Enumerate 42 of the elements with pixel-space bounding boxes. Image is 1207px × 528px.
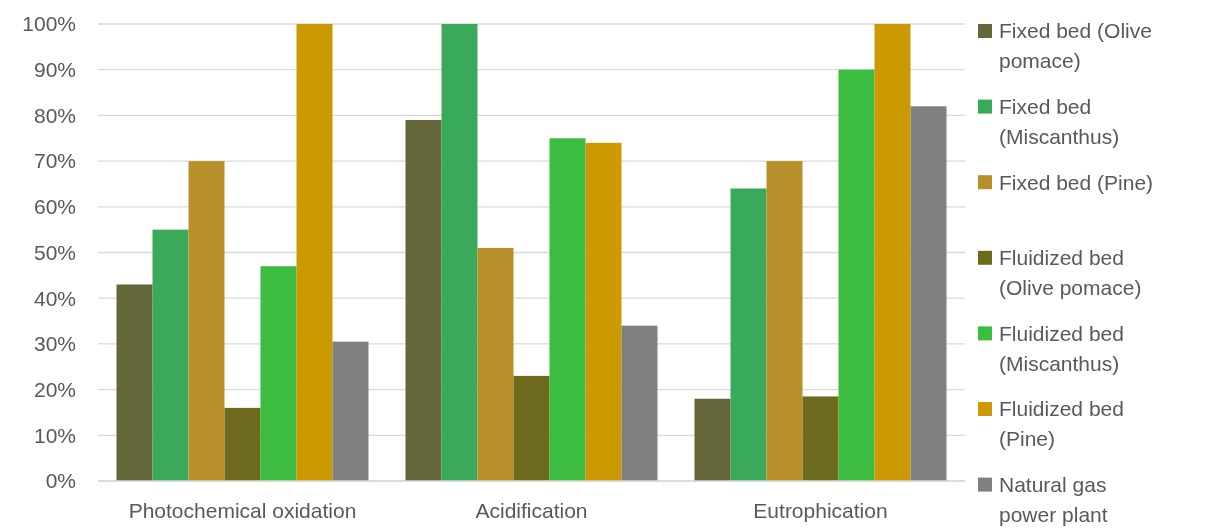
legend-label: Fixed bed (Pine) <box>999 170 1154 194</box>
bar <box>802 396 839 481</box>
y-tick-label: 30% <box>33 332 76 356</box>
bar <box>296 24 333 481</box>
y-tick-label: 60% <box>33 195 76 219</box>
bar <box>188 161 225 481</box>
legend-label: Natural gas power plant <box>999 472 1108 526</box>
bar <box>838 69 875 481</box>
y-tick-label: 50% <box>33 240 76 264</box>
y-tick-label: 80% <box>33 103 76 127</box>
y-tick-label: 90% <box>33 58 76 82</box>
y-tick-label: 100% <box>22 12 76 36</box>
x-tick-label: Photochemical oxidation <box>128 499 357 523</box>
bar <box>513 375 550 481</box>
y-tick-label: 70% <box>33 149 76 173</box>
bar <box>260 266 297 481</box>
y-tick-label: 10% <box>33 423 76 447</box>
bar <box>694 398 731 481</box>
legend-label: Fixed bed (Miscanthus) <box>999 94 1120 148</box>
bar <box>116 284 153 481</box>
legend-label: Fixed bed (Olive pomace) <box>999 19 1152 73</box>
bar <box>441 24 478 481</box>
bar <box>332 341 369 481</box>
legend-label: Fluidized bed (Pine) <box>999 397 1124 451</box>
y-tick-label: 40% <box>33 286 76 310</box>
legend-label: Fluidized bed (Miscanthus) <box>999 321 1124 375</box>
bar <box>910 106 947 481</box>
bar <box>874 24 911 481</box>
bar <box>766 161 803 481</box>
y-tick-label: 20% <box>33 377 76 401</box>
bar <box>730 188 767 481</box>
x-tick-label: Acidification <box>475 499 588 523</box>
bar <box>405 119 442 481</box>
bar <box>152 229 189 481</box>
legend-label: Fluidized bed (Olive pomace) <box>999 246 1142 300</box>
bar <box>224 407 261 481</box>
bar <box>621 325 658 481</box>
bar <box>549 138 586 481</box>
bar <box>585 142 622 481</box>
bar <box>477 247 514 481</box>
x-tick-label: Eutrophication <box>753 499 888 523</box>
y-tick-label: 0% <box>45 469 76 493</box>
